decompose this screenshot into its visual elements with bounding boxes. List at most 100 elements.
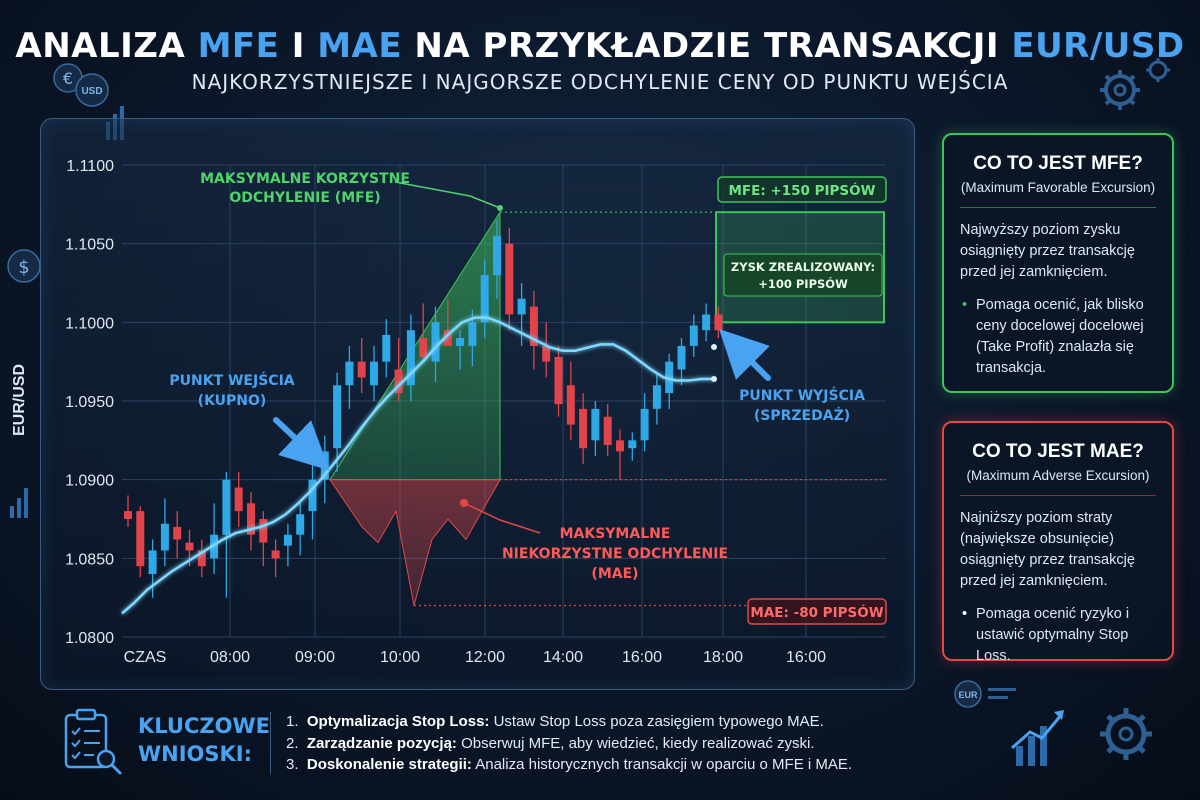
takeaway-item: 1. Optymalizacja Stop Loss: Ustaw Stop L…	[286, 711, 986, 733]
mfe-box-description: Najwyższy poziom zysku osiągnięty przez …	[960, 222, 1135, 280]
x-tick-label: CZAS	[124, 649, 167, 666]
x-tick-label: 14:00	[543, 649, 583, 666]
takeaways-heading: KLUCZOWE WNIOSKI:	[138, 712, 270, 768]
bullet-dot-icon: •	[962, 606, 968, 622]
candle-body	[628, 440, 637, 449]
candle-body	[333, 385, 342, 449]
mfe-box-heading: CO TO JEST MFE?	[973, 153, 1143, 174]
candle-body	[419, 338, 428, 357]
moving-average-line	[121, 316, 714, 615]
page-subtitle: NAJKORZYSTNIEJSZE I NAJGORSZE ODCHYLENIE…	[191, 70, 1009, 94]
exit-label-line-1: PUNKT WYJŚCIA	[739, 386, 865, 404]
entry-label-line-1: PUNKT WEJŚCIA	[169, 371, 294, 389]
gears-decoration	[1100, 58, 1170, 110]
takeaway-number: 2.	[286, 734, 299, 752]
clipboard-checklist-icon	[64, 708, 122, 775]
exit-arrow	[719, 329, 771, 381]
mfe-pointer	[394, 181, 501, 209]
exit-point-dot	[711, 344, 717, 350]
candle-body	[554, 356, 563, 405]
entry-arrow	[273, 417, 330, 471]
gear-icon	[1100, 708, 1152, 760]
takeaway-title: Doskonalenie strategii:	[306, 756, 472, 773]
candle-body	[210, 534, 219, 559]
y-tick-label: 1.0800	[65, 630, 114, 647]
exit-ma-dot	[711, 376, 717, 382]
mfe-box-bullet: • Pomaga ocenić, jak blisko ceny docelowe…	[960, 295, 1156, 379]
candle-body	[456, 338, 465, 346]
x-tick-label: 12:00	[465, 649, 505, 666]
mae-label-line-3: (MAE)	[591, 566, 638, 582]
mae-pointer	[463, 502, 541, 534]
candle-body	[505, 243, 514, 315]
mfe-label-line-2: ODCHYLENIE (MFE)	[229, 190, 380, 206]
exit-label-line-2: (SPRZEDAŻ)	[754, 407, 850, 424]
candle-body	[308, 479, 317, 512]
candle-body	[480, 275, 489, 323]
y-tick-label: 1.0850	[65, 551, 114, 568]
candle-body	[247, 503, 255, 535]
candle-body	[124, 511, 132, 519]
bullet-dot-icon: •	[962, 297, 968, 313]
y-tick-label: 1.0950	[65, 394, 114, 411]
candle-body	[689, 325, 698, 346]
takeaway-number: 1.	[286, 713, 299, 730]
dollar-coin-symbol: $	[18, 257, 29, 278]
takeaway-title: Zarządzanie pozycją:	[306, 734, 457, 752]
candle-body	[173, 526, 182, 540]
candle-body	[493, 235, 501, 276]
candle-body	[382, 334, 391, 362]
candle-body	[665, 361, 674, 394]
mfe-box-bullet-text: Pomaga ocenić, jak blisko ceny docelowej…	[976, 297, 1144, 376]
title-part-mae: MAE	[317, 26, 403, 66]
gear-icon	[1100, 70, 1140, 110]
x-tick-label: 08:00	[210, 649, 250, 666]
mae-box-full-name: (Maximum Adverse Excursion)	[960, 468, 1156, 496]
candle-body	[197, 550, 206, 567]
y-tick-label: 1.0900	[65, 473, 114, 490]
takeaway-text: Obserwuj MFE, aby wiedzieć, kiedy realiz…	[456, 734, 815, 752]
candle-body	[714, 314, 723, 331]
x-tick-label: 16:00	[786, 649, 826, 666]
x-tick-label: 16:00	[622, 649, 662, 666]
y-tick-label: 1.1050	[65, 237, 114, 254]
candle-body	[345, 361, 354, 386]
bottom-right-decoration: EUR	[954, 680, 1152, 766]
takeaways-heading-line-2: WNIOSKI:	[138, 742, 253, 766]
mae-label-line-1: MAKSYMALNE	[560, 526, 671, 542]
candle-body	[566, 385, 575, 425]
candle-body	[431, 322, 440, 362]
mae-box-bullet: • Pomaga ocenić ryzyko i ustawić optymaln…	[960, 604, 1156, 667]
mfe-label-line-1: MAKSYMALNE KORZYSTNE	[200, 171, 410, 187]
y-tick-label: 1.1100	[66, 158, 114, 175]
candle-body	[468, 322, 477, 346]
profit-badge-line-2: +100 PIPSÓW	[758, 276, 848, 291]
candle-body	[259, 519, 268, 543]
candle-body	[148, 550, 157, 575]
candle-body	[652, 385, 661, 409]
candle-body	[579, 408, 588, 449]
mae-region	[329, 479, 501, 606]
candle-body	[357, 361, 366, 378]
mae-label-line-2: NIEKORZYSTNE ODCHYLENIE	[502, 546, 728, 562]
gear-icon	[1146, 58, 1170, 82]
takeaway-text: Ustaw Stop Loss poza zasięgiem typowego …	[489, 713, 824, 730]
page-title: ANALIZA MFE I MAE NA PRZYKŁADZIE TRANSAK…	[0, 26, 1200, 66]
profit-badge	[723, 253, 883, 297]
profit-badge-line-1: ZYSK ZREALIZOWANY:	[731, 260, 875, 274]
mfe-badge	[717, 176, 887, 203]
takeaways-divider	[270, 712, 271, 774]
title-part-pair: EUR/USD	[1011, 26, 1185, 66]
mae-box-description: Najniższy poziom straty (największe obsu…	[960, 510, 1135, 589]
x-tick-label: 10:00	[380, 649, 420, 666]
y-axis-title: EUR/USD	[11, 364, 28, 436]
candle-body	[283, 534, 292, 546]
mae-box-bullet-text: Pomaga ocenić ryzyko i ustawić optymalny…	[976, 606, 1130, 664]
mae-badge-text: MAE: -80 PIPSÓW	[750, 603, 883, 621]
title-part: I	[279, 26, 318, 66]
candle-body	[394, 369, 403, 394]
candle-body	[185, 542, 194, 551]
takeaway-item: 3. Doskonalenie strategii: Analiza histo…	[286, 754, 986, 776]
mae-info-box: CO TO JEST MAE? (Maximum Adverse Excursi…	[942, 421, 1174, 664]
candle-body	[591, 408, 600, 441]
